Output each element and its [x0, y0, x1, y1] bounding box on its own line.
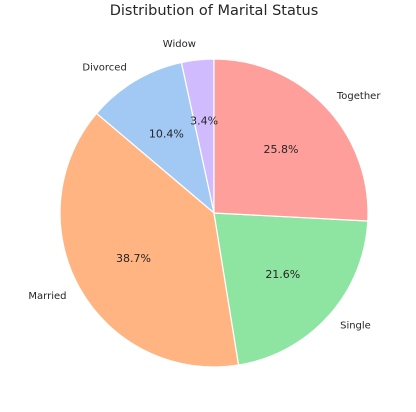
- category-label-married: Married: [28, 291, 66, 302]
- pie-slices: [59, 58, 369, 368]
- category-label-together: Together: [336, 91, 381, 102]
- pie-slice-divorced: [95, 61, 215, 214]
- pct-label-divorced: 10.4%: [149, 127, 184, 140]
- pct-label-widow: 3.4%: [190, 115, 218, 128]
- category-label-widow: Widow: [163, 39, 196, 50]
- pie-slice-single: [213, 212, 369, 366]
- pct-label-single: 21.6%: [265, 268, 300, 281]
- category-label-divorced: Divorced: [82, 62, 126, 73]
- pie-labels: 3.4% Widow 10.4% Divorced 38.7% Married 21.6% S…: [28, 39, 381, 332]
- pct-label-married: 38.7%: [116, 252, 151, 265]
- category-label-single: Single: [340, 321, 371, 332]
- pie-slice-married: [59, 112, 240, 368]
- pct-label-together: 25.8%: [264, 143, 299, 156]
- chart-title: Distribution of Marital Status: [110, 3, 319, 19]
- pie-slice-together: [213, 58, 369, 222]
